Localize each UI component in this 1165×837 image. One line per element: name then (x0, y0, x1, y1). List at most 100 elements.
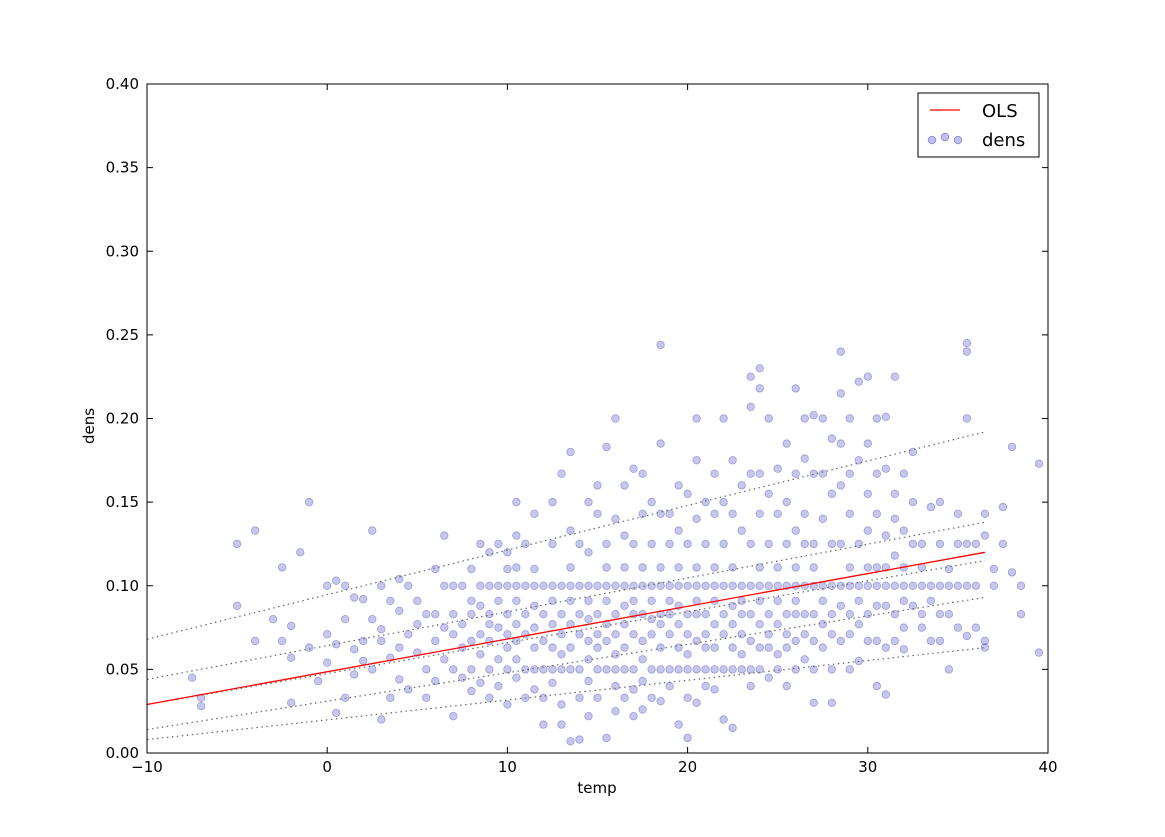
scatter-point (629, 630, 638, 639)
scatter-point (755, 643, 764, 652)
scatter-point (620, 481, 629, 490)
legend: OLS dens (917, 92, 1040, 158)
scatter-point (674, 620, 683, 629)
scatter-point (971, 539, 981, 549)
y-tick-label: 0.15 (106, 493, 139, 511)
scatter-point (674, 563, 683, 572)
scatter-point (494, 655, 503, 664)
scatter-point (566, 737, 575, 746)
scatter-point (277, 563, 287, 572)
scatter-point (611, 414, 620, 423)
scatter-point (629, 665, 638, 674)
scatter-point (980, 636, 990, 646)
scatter-point (638, 705, 647, 714)
scatter-point (539, 665, 548, 674)
scatter-point (196, 702, 206, 711)
scatter-point (512, 563, 521, 572)
scatter-point (683, 581, 692, 590)
scatter-point (827, 539, 836, 549)
scatter-point (440, 581, 449, 590)
scatter-point (530, 685, 539, 694)
scatter-point (899, 469, 908, 478)
scatter-point (836, 539, 845, 549)
scatter-point (584, 497, 593, 507)
scatter-point (773, 620, 782, 629)
scatter-point (647, 539, 656, 549)
scatter-point (638, 636, 647, 646)
scatter-point (827, 489, 836, 498)
scatter-point (332, 640, 341, 649)
quantile-line (146, 560, 986, 706)
scatter-point (692, 581, 701, 590)
scatter-point (557, 581, 566, 590)
scatter-point (530, 623, 539, 632)
legend-dens-marker (927, 135, 937, 145)
scatter-point (692, 636, 701, 646)
scatter-point (746, 681, 755, 691)
scatter-point (791, 563, 800, 572)
scatter-point (773, 665, 782, 674)
scatter-point (521, 610, 530, 619)
scatter-point (710, 563, 719, 572)
scatter-point (287, 653, 296, 662)
scatter-point (611, 514, 620, 523)
scatter-point (701, 539, 710, 549)
scatter-point (1016, 581, 1026, 590)
scatter-point (512, 581, 521, 590)
scatter-point (917, 623, 927, 632)
scatter-point (584, 596, 593, 605)
scatter-point (998, 539, 1008, 549)
scatter-point (476, 539, 485, 549)
scatter-point (683, 610, 692, 619)
scatter-point (647, 497, 656, 507)
scatter-point (431, 676, 440, 686)
scatter-point (530, 601, 539, 610)
scatter-point (764, 539, 773, 549)
scatter-point (377, 581, 386, 590)
scatter-point (575, 630, 584, 639)
scatter-point (530, 509, 539, 518)
scatter-point (719, 539, 728, 549)
scatter-point (593, 610, 602, 619)
scatter-point (521, 665, 530, 674)
scatter-point (548, 539, 557, 549)
scatter-point (764, 414, 773, 423)
scatter-point (431, 636, 440, 646)
scatter-point (836, 439, 845, 448)
scatter-point (890, 636, 899, 646)
scatter-point (512, 620, 521, 629)
scatter-point (890, 581, 899, 590)
y-tick-label: 0.05 (106, 660, 139, 678)
y-tick-label: 0.20 (106, 410, 139, 428)
scatter-point (431, 610, 440, 619)
scatter-point (746, 372, 755, 381)
scatter-point (521, 630, 530, 639)
scatter-point (413, 620, 422, 629)
scatter-point (539, 610, 548, 619)
scatter-point (656, 665, 665, 674)
scatter-point (899, 581, 908, 590)
scatter-point (620, 643, 629, 652)
scatter-point (881, 464, 890, 473)
ols-line (146, 551, 986, 706)
plot-area (146, 339, 1044, 746)
scatter-point (800, 539, 809, 549)
scatter-point (836, 389, 845, 398)
scatter-point (944, 610, 954, 619)
scatter-point (548, 643, 557, 652)
scatter-point (881, 601, 890, 610)
scatter-point (395, 574, 404, 584)
scatter-point (602, 665, 611, 674)
scatter-point (593, 581, 602, 590)
scatter-point (611, 581, 620, 590)
scatter-point (530, 564, 539, 574)
scatter-point (323, 658, 332, 667)
scatter-point (485, 636, 494, 646)
scatter-point (989, 581, 999, 590)
scatter-point (863, 610, 872, 619)
scatter-point (719, 414, 728, 423)
scatter-point (359, 636, 368, 646)
scatter-point (593, 665, 602, 674)
scatter-point (494, 539, 503, 549)
scatter-point (377, 636, 386, 646)
